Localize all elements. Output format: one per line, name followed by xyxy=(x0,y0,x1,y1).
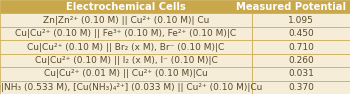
Text: 0.370: 0.370 xyxy=(288,83,314,92)
Text: Cu|Cu²⁺ (0.10 M) || Fe³⁺ (0.10 M), Fe²⁺ (0.10 M)|C: Cu|Cu²⁺ (0.10 M) || Fe³⁺ (0.10 M), Fe²⁺ … xyxy=(15,29,237,38)
Text: Cu|Cu²⁺ (0.10 M) || Br₂ (x M), Br⁻ (0.10 M)|C: Cu|Cu²⁺ (0.10 M) || Br₂ (x M), Br⁻ (0.10… xyxy=(27,42,225,52)
FancyBboxPatch shape xyxy=(252,0,350,13)
Text: 0.710: 0.710 xyxy=(288,42,314,52)
FancyBboxPatch shape xyxy=(0,13,252,27)
Text: 0.031: 0.031 xyxy=(288,69,314,78)
FancyBboxPatch shape xyxy=(0,67,252,81)
Text: Cu|Cu²⁺ (0.10 M) || I₂ (x M), I⁻ (0.10 M)|C: Cu|Cu²⁺ (0.10 M) || I₂ (x M), I⁻ (0.10 M… xyxy=(35,56,217,65)
Text: 1.095: 1.095 xyxy=(288,16,314,25)
Text: Cu|Cu²⁺ (0.01 M) || Cu²⁺ (0.10 M)|Cu: Cu|Cu²⁺ (0.01 M) || Cu²⁺ (0.10 M)|Cu xyxy=(44,69,208,78)
Text: 0.450: 0.450 xyxy=(288,29,314,38)
FancyBboxPatch shape xyxy=(252,27,350,40)
FancyBboxPatch shape xyxy=(0,40,252,54)
Text: Zn|Zn²⁺ (0.10 M) || Cu²⁺ (0.10 M)| Cu: Zn|Zn²⁺ (0.10 M) || Cu²⁺ (0.10 M)| Cu xyxy=(43,16,209,25)
Text: Cu|NH₃ (0.533 M), [Cu(NH₃)₄²⁺] (0.033 M) || Cu²⁺ (0.10 M)|Cu: Cu|NH₃ (0.533 M), [Cu(NH₃)₄²⁺] (0.033 M)… xyxy=(0,83,263,92)
FancyBboxPatch shape xyxy=(0,81,252,94)
Text: Electrochemical Cells: Electrochemical Cells xyxy=(66,2,186,12)
FancyBboxPatch shape xyxy=(252,13,350,27)
Text: Measured Potential (V): Measured Potential (V) xyxy=(236,2,350,12)
FancyBboxPatch shape xyxy=(252,54,350,67)
FancyBboxPatch shape xyxy=(0,0,252,13)
FancyBboxPatch shape xyxy=(0,27,252,40)
FancyBboxPatch shape xyxy=(252,67,350,81)
Text: 0.260: 0.260 xyxy=(288,56,314,65)
FancyBboxPatch shape xyxy=(252,81,350,94)
FancyBboxPatch shape xyxy=(252,40,350,54)
FancyBboxPatch shape xyxy=(0,54,252,67)
